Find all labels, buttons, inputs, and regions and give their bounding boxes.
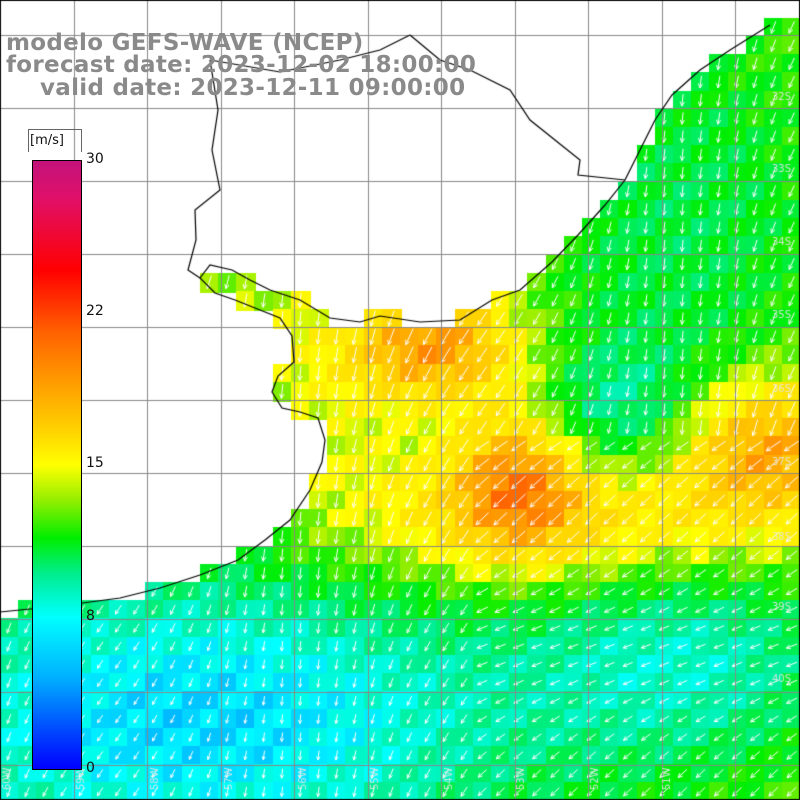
colorbar-tick-8: 8	[86, 608, 95, 624]
title-model: modelo GEFS-WAVE (NCEP)	[6, 30, 364, 56]
title-forecast-date: forecast date: 2023-12-02 18:00:00	[6, 52, 477, 78]
colorbar	[32, 160, 82, 770]
colorbar-tick-22: 22	[86, 303, 104, 319]
colorbar-unit-frame	[28, 129, 82, 152]
title-valid-date: valid date: 2023-12-11 09:00:00	[40, 75, 466, 101]
colorbar-unit-label: [m/s]	[30, 133, 64, 148]
colorbar-tick-15: 15	[86, 455, 104, 471]
colorbar-tick-0: 0	[86, 760, 95, 776]
colorbar-tick-30: 30	[86, 151, 104, 167]
